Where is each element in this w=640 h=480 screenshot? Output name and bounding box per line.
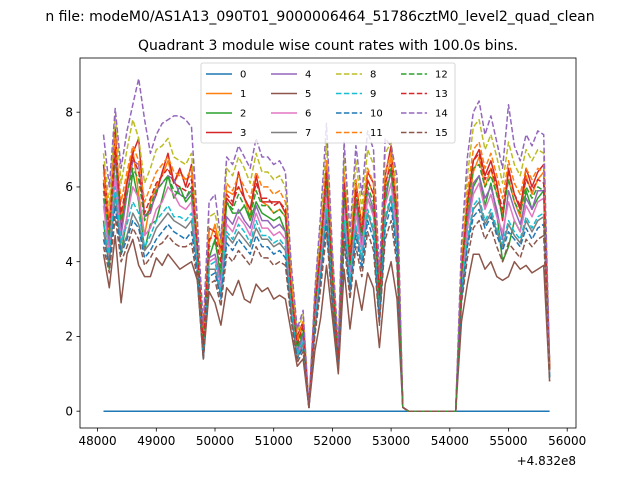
legend-label-7: 7 [305, 128, 311, 139]
legend-label-14: 14 [435, 109, 448, 120]
series-layer [102, 77, 551, 412]
x-axis: 48000 49000 50000 51000 52000 53000 54000 55000… [79, 428, 586, 448]
x-tick-label: 53000 [372, 434, 410, 448]
x-tick-label: 49000 [137, 434, 175, 448]
series-10-line [102, 204, 551, 412]
x-tick-label: 52000 [313, 434, 351, 448]
y-tick-label: 2 [65, 330, 73, 344]
legend-label-1: 1 [240, 89, 246, 100]
legend-label-15: 15 [435, 128, 448, 139]
x-tick-label: 50000 [196, 434, 234, 448]
axes-frame [79, 57, 577, 429]
legend-label-0: 0 [240, 70, 246, 81]
legend-label-2: 2 [240, 109, 246, 120]
legend-label-6: 6 [305, 109, 311, 120]
legend-label-3: 3 [240, 128, 246, 139]
y-tick-label: 0 [65, 404, 73, 418]
x-tick-label: 55000 [489, 434, 527, 448]
x-tick-label: 51000 [255, 434, 293, 448]
series-6-line [102, 174, 551, 412]
series-11-line [102, 137, 551, 412]
series-5-line [102, 234, 551, 412]
legend-label-13: 13 [435, 89, 448, 100]
legend-label-11: 11 [370, 128, 383, 139]
y-tick-label: 4 [65, 255, 73, 269]
x-axis-offset-label: +4.832e8 [517, 454, 576, 468]
x-tick-label: 56000 [548, 434, 586, 448]
legend-label-10: 10 [370, 109, 383, 120]
legend-frame [200, 62, 456, 144]
legend-label-4: 4 [305, 70, 311, 81]
y-axis: 0 2 4 6 8 [65, 105, 80, 418]
x-tick-label: 48000 [79, 434, 117, 448]
x-tick-label: 54000 [431, 434, 469, 448]
series-13-line [102, 148, 551, 412]
figure-suptitle: n file: modeM0/AS1A13_090T01_9000006464_… [45, 9, 594, 25]
legend-label-5: 5 [305, 89, 311, 100]
series-15-line [102, 216, 551, 412]
legend-label-12: 12 [435, 70, 448, 81]
series-9-line [102, 186, 551, 412]
chart-title: Quadrant 3 module wise count rates with … [138, 38, 518, 54]
legend-label-9: 9 [370, 89, 376, 100]
legend-label-8: 8 [370, 70, 376, 81]
y-tick-label: 8 [65, 105, 73, 119]
y-tick-label: 6 [65, 180, 73, 194]
series-12-line [102, 156, 551, 412]
